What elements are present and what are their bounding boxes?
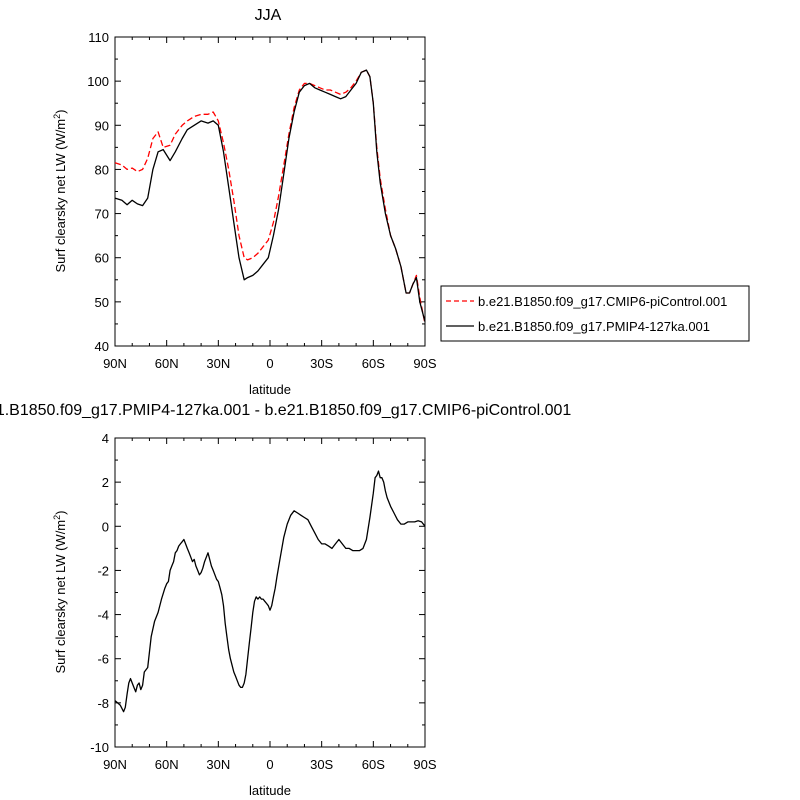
y-tick-label: 110 (88, 30, 109, 45)
x-tick-label: 60N (155, 356, 179, 371)
x-tick-label: 0 (266, 356, 273, 371)
series-line-1 (114, 69, 426, 322)
x-tick-label: 30N (206, 356, 230, 371)
top-chart-plot-frame (114, 36, 426, 347)
y-tick-label: 90 (95, 118, 109, 133)
top-chart-y-axis-label-superscript: 2 (52, 114, 62, 119)
top-chart-ticks: 90N 60N 30N 0 30S 60S 90S 40 50 60 70 80 90 100 110 (87, 30, 437, 371)
y-tick-label: -2 (97, 563, 109, 578)
legend-box (440, 285, 750, 342)
bottom-chart-y-axis-label: Surf clearsky net LW (W/m2) (52, 511, 68, 674)
top-chart: JJA 90N 60N 30N 0 30S 60S 90S 40 50 60 70 80 90 100 11… (52, 7, 750, 397)
bottom-chart-y-axis-label-superscript: 2 (52, 515, 62, 520)
legend-label-series-0: b.e21.B1850.f09_g17.CMIP6-piControl.001 (478, 294, 727, 309)
x-tick-label: 0 (266, 757, 273, 772)
y-tick-label: -6 (97, 652, 109, 667)
bottom-chart-plot-frame (114, 437, 426, 748)
y-tick-label: 50 (95, 295, 109, 310)
top-chart-title: JJA (255, 7, 282, 24)
x-tick-label: 90S (413, 356, 436, 371)
x-tick-label: 90N (103, 356, 127, 371)
top-chart-series (114, 69, 426, 325)
y-tick-label: 40 (95, 339, 109, 354)
y-tick-label: 70 (95, 207, 109, 222)
bottom-chart: b.e21.B1850.f09_g17.PMIP4-127ka.001 - b.… (0, 402, 571, 798)
top-chart-y-axis-label-main: Surf clearsky net LW (W/m (53, 119, 68, 273)
y-tick-label: 4 (102, 431, 109, 446)
y-tick-label: -4 (97, 608, 109, 623)
bottom-chart-ticks: 90N 60N 30N 0 30S 60S 90S -10 -8 -6 -4 -2 0 2 4 (90, 431, 437, 772)
x-tick-label: 30N (206, 757, 230, 772)
bottom-chart-y-axis-label-main: Surf clearsky net LW (W/m (53, 520, 68, 674)
x-tick-label: 60S (362, 356, 385, 371)
y-tick-label: 60 (95, 251, 109, 266)
y-tick-label: 2 (102, 475, 109, 490)
series-line-0 (114, 470, 426, 713)
series-line-0 (114, 69, 426, 325)
y-tick-label: -10 (90, 740, 109, 755)
bottom-chart-x-axis-label: latitude (249, 783, 291, 798)
top-chart-legend: b.e21.B1850.f09_g17.CMIP6-piControl.001 … (440, 285, 750, 342)
top-chart-y-axis-label: Surf clearsky net LW (W/m2) (52, 110, 68, 273)
x-tick-label: 30S (310, 757, 333, 772)
top-chart-x-axis-label: latitude (249, 382, 291, 397)
x-tick-label: 90N (103, 757, 127, 772)
bottom-chart-title: b.e21.B1850.f09_g17.PMIP4-127ka.001 - b.… (0, 402, 571, 419)
legend-label-series-1: b.e21.B1850.f09_g17.PMIP4-127ka.001 (478, 319, 710, 334)
x-tick-label: 30S (310, 356, 333, 371)
x-tick-label: 60N (155, 757, 179, 772)
y-tick-label: 0 (102, 519, 109, 534)
bottom-chart-series (114, 470, 426, 713)
bottom-chart-y-axis-label-end: ) (53, 511, 68, 515)
x-tick-label: 90S (413, 757, 436, 772)
y-tick-label: 100 (87, 74, 109, 89)
x-tick-label: 60S (362, 757, 385, 772)
top-chart-y-axis-label-end: ) (53, 110, 68, 114)
y-tick-label: 80 (95, 162, 109, 177)
y-tick-label: -8 (97, 696, 109, 711)
